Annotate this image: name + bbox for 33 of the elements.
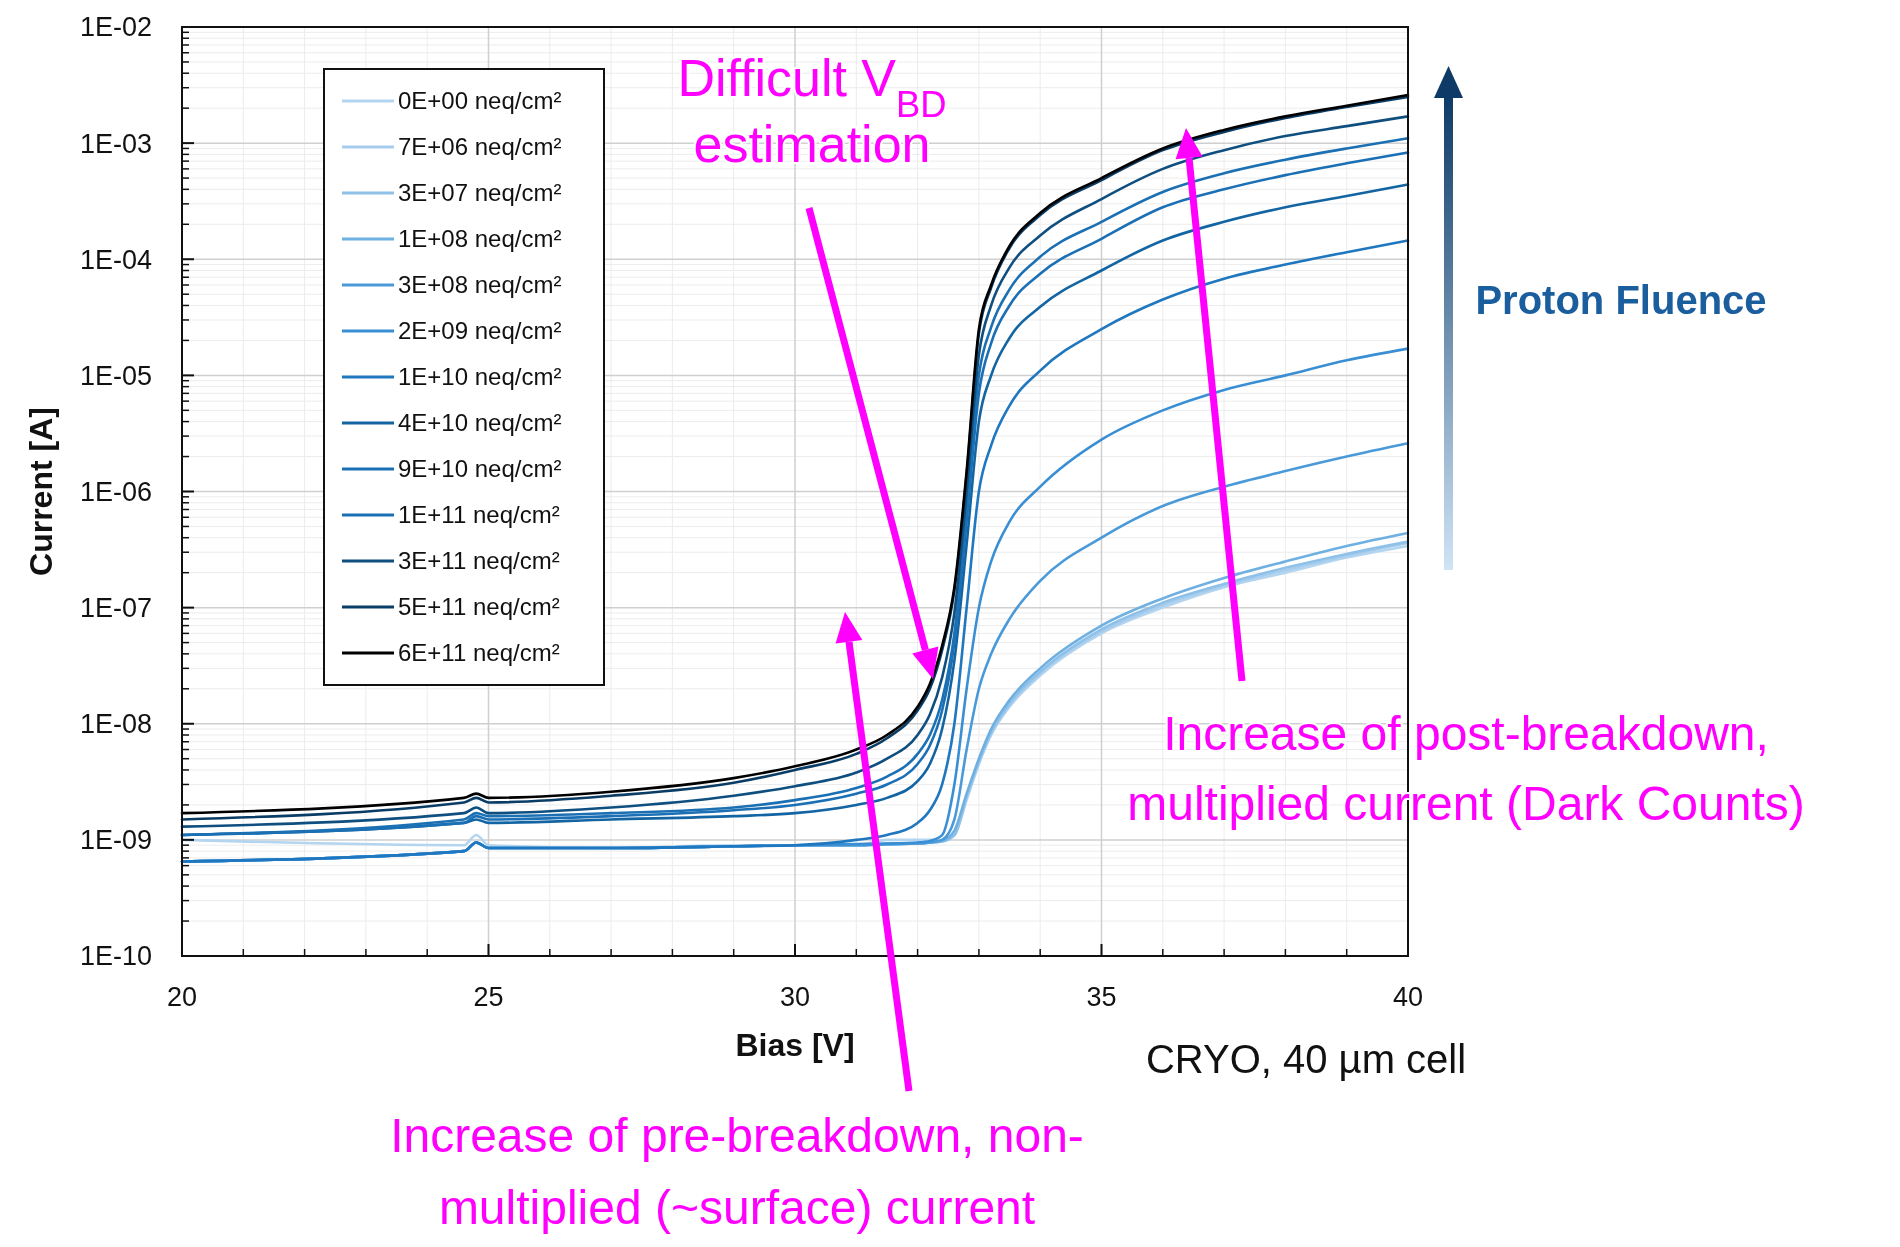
y-tick-label: 1E-09 xyxy=(79,825,152,856)
y-tick-label: 1E-10 xyxy=(79,941,152,972)
text: Increase of pre-breakdown, non- multiplied (~surface) current xyxy=(390,1109,1084,1234)
legend-label: 4E+10 neq/cm² xyxy=(398,409,562,437)
legend-label: 3E+11 neq/cm² xyxy=(398,547,560,575)
x-tick-label: 20 xyxy=(166,982,198,1012)
legend-label: 3E+07 neq/cm² xyxy=(398,179,562,207)
x-tick-label: 25 xyxy=(473,982,504,1012)
legend-label: 9E+10 neq/cm² xyxy=(398,455,562,483)
y-tick-label: 1E-06 xyxy=(79,476,152,507)
legend-label: 0E+00 neq/cm² xyxy=(398,87,562,115)
y-tick-label: 1E-03 xyxy=(79,128,152,159)
legend-label: 7E+06 neq/cm² xyxy=(398,133,562,161)
x-axis-title: Bias [V] xyxy=(735,1027,855,1063)
y-tick-label: 1E-07 xyxy=(79,593,152,624)
y-tick-label: 1E-04 xyxy=(79,244,152,275)
x-tick-label: 30 xyxy=(779,982,811,1012)
y-tick-label: 1E-02 xyxy=(79,12,152,43)
legend-label: 2E+09 neq/cm² xyxy=(398,317,562,345)
legend-label: 3E+08 neq/cm² xyxy=(398,271,562,299)
legend-label: 6E+11 neq/cm² xyxy=(398,639,560,667)
text: Proton Fluence xyxy=(1475,278,1767,322)
y-axis-title: Current [A] xyxy=(23,407,59,576)
x-tick-label: 40 xyxy=(1392,982,1424,1012)
y-tick-label: 1E-05 xyxy=(79,360,152,391)
legend-label: 5E+11 neq/cm² xyxy=(398,593,560,621)
text: CRYO, 40 µm cell xyxy=(1145,1037,1467,1081)
legend-label: 1E+10 neq/cm² xyxy=(398,363,562,391)
x-tick-label: 35 xyxy=(1086,982,1117,1012)
legend-label: 1E+08 neq/cm² xyxy=(398,225,562,253)
annotation: Difficult V$_{BD}$ estimation xyxy=(677,49,947,173)
y-tick-label: 1E-08 xyxy=(79,709,152,740)
legend-label: 1E+11 neq/cm² xyxy=(398,501,560,529)
